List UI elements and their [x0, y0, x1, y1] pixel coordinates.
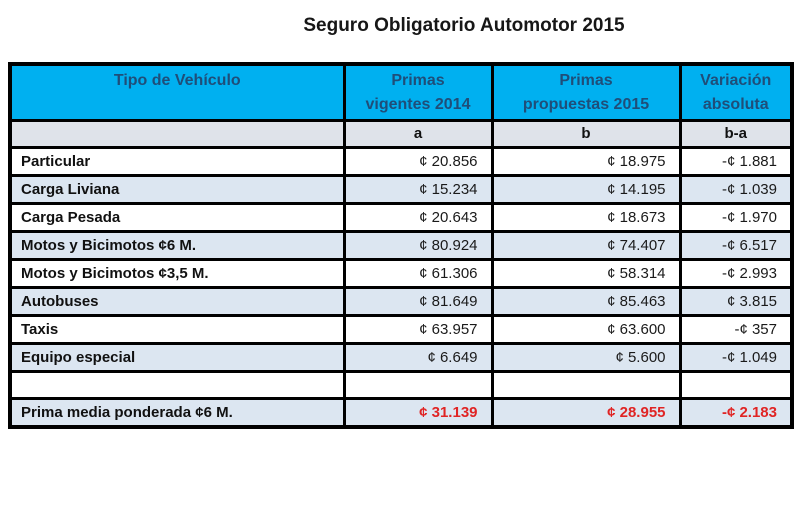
- subheader-cell-a: a: [342, 118, 494, 149]
- cell-vehicle-label: Motos y Bicimotos ¢3,5 M.: [8, 257, 346, 289]
- cell-variacion: -¢ 6.517: [678, 229, 794, 261]
- table-row: Particular ¢ 20.856 ¢ 18.975 -¢ 1.881: [8, 145, 794, 177]
- header-cell-primas-2015: Primas propuestas 2015: [490, 62, 682, 122]
- cell-prima-2014: ¢ 6.649: [342, 341, 494, 373]
- cell-prima-2015: ¢ 14.195: [490, 173, 682, 205]
- cell-variacion: -¢ 2.993: [678, 257, 794, 289]
- spacer-cell: [8, 369, 346, 400]
- table-row: Carga Liviana ¢ 15.234 ¢ 14.195 -¢ 1.039: [8, 173, 794, 205]
- spacer-cell: [342, 369, 494, 400]
- cell-variacion: -¢ 357: [678, 313, 794, 345]
- cell-prima-2014: ¢ 80.924: [342, 229, 494, 261]
- header-cell-primas-2014: Primas vigentes 2014: [342, 62, 494, 122]
- cell-prima-2014: ¢ 81.649: [342, 285, 494, 317]
- cell-prima-2014: ¢ 15.234: [342, 173, 494, 205]
- header-label: propuestas 2015: [522, 96, 650, 113]
- table-row: Taxis ¢ 63.957 ¢ 63.600 -¢ 357: [8, 313, 794, 345]
- cell-vehicle-label: Taxis: [8, 313, 346, 345]
- summary-label: Prima media ponderada ¢6 M.: [8, 396, 346, 429]
- cell-vehicle-label: Motos y Bicimotos ¢6 M.: [8, 229, 346, 261]
- cell-prima-2015: ¢ 74.407: [490, 229, 682, 261]
- cell-prima-2015: ¢ 85.463: [490, 285, 682, 317]
- page-title: Seguro Obligatorio Automotor 2015: [303, 15, 625, 36]
- table-row: Equipo especial ¢ 6.649 ¢ 5.600 -¢ 1.049: [8, 341, 794, 373]
- header-label: vigentes 2014: [365, 96, 471, 113]
- header-cell-vehicle-type: Tipo de Vehículo: [8, 62, 346, 122]
- cell-prima-2014: ¢ 61.306: [342, 257, 494, 289]
- cell-vehicle-label: Carga Pesada: [8, 201, 346, 233]
- subheader-cell-b: b: [490, 118, 682, 149]
- cell-vehicle-label: Autobuses: [8, 285, 346, 317]
- subheader-cell-empty: [8, 118, 346, 149]
- spacer-cell: [490, 369, 682, 400]
- table-row: Carga Pesada ¢ 20.643 ¢ 18.673 -¢ 1.970: [8, 201, 794, 233]
- header-label: Primas: [391, 72, 445, 89]
- subheader-row: a b b-a: [8, 118, 794, 149]
- subheader-cell-b-minus-a: b-a: [678, 118, 794, 149]
- cell-vehicle-label: Equipo especial: [8, 341, 346, 373]
- summary-prima-2015: ¢ 28.955: [490, 396, 682, 429]
- cell-prima-2015: ¢ 18.975: [490, 145, 682, 177]
- cell-variacion: -¢ 1.881: [678, 145, 794, 177]
- cell-variacion: -¢ 1.049: [678, 341, 794, 373]
- cell-vehicle-label: Carga Liviana: [8, 173, 346, 205]
- cell-variacion: ¢ 3.815: [678, 285, 794, 317]
- cell-prima-2015: ¢ 18.673: [490, 201, 682, 233]
- summary-prima-2014: ¢ 31.139: [342, 396, 494, 429]
- table-row: Motos y Bicimotos ¢3,5 M. ¢ 61.306 ¢ 58.…: [8, 257, 794, 289]
- header-row: Tipo de Vehículo Primas vigentes 2014 Pr…: [8, 62, 794, 122]
- spacer-cell: [678, 369, 794, 400]
- cell-prima-2015: ¢ 63.600: [490, 313, 682, 345]
- cell-prima-2014: ¢ 20.856: [342, 145, 494, 177]
- header-label: Primas: [559, 72, 613, 89]
- cell-prima-2014: ¢ 20.643: [342, 201, 494, 233]
- cell-variacion: -¢ 1.039: [678, 173, 794, 205]
- premiums-table: Tipo de Vehículo Primas vigentes 2014 Pr…: [8, 62, 794, 429]
- cell-prima-2015: ¢ 58.314: [490, 257, 682, 289]
- spacer-row: [8, 369, 794, 400]
- cell-prima-2015: ¢ 5.600: [490, 341, 682, 373]
- summary-row: Prima media ponderada ¢6 M. ¢ 31.139 ¢ 2…: [8, 396, 794, 429]
- cell-prima-2014: ¢ 63.957: [342, 313, 494, 345]
- header-cell-variacion: Variación absoluta: [678, 62, 794, 122]
- header-label: Variación: [700, 72, 772, 89]
- header-label: Tipo de Vehículo: [113, 72, 241, 89]
- cell-variacion: -¢ 1.970: [678, 201, 794, 233]
- header-label: absoluta: [702, 96, 769, 113]
- table-row: Autobuses ¢ 81.649 ¢ 85.463 ¢ 3.815: [8, 285, 794, 317]
- cell-vehicle-label: Particular: [8, 145, 346, 177]
- table-row: Motos y Bicimotos ¢6 M. ¢ 80.924 ¢ 74.40…: [8, 229, 794, 261]
- summary-variacion: -¢ 2.183: [678, 396, 794, 429]
